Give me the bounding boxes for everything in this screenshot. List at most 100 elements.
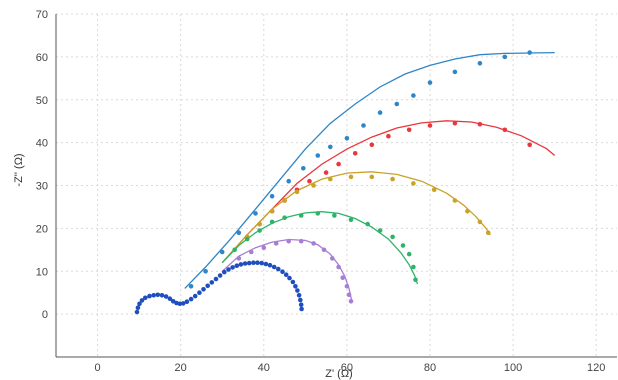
data-point-series-1 [411,93,416,98]
data-point-series-2 [323,170,329,175]
data-point-series-2 [527,142,532,148]
y-tick-label: 60 [36,52,48,64]
data-point-series-2 [369,142,375,148]
data-point-series-6 [251,260,256,266]
data-point-series-3 [465,208,470,214]
fit-line-series-2 [221,120,556,264]
y-tick-label: 40 [36,138,48,150]
data-point-series-6 [222,269,227,275]
data-point-series-6 [290,279,296,285]
data-point-series-1 [203,269,208,274]
data-point-series-6 [267,262,273,268]
data-point-series-6 [167,296,173,302]
data-point-series-4 [298,213,304,218]
data-point-series-6 [295,288,300,293]
data-point-series-5 [340,275,346,281]
data-point-series-4 [365,221,371,227]
fit-line-series-3 [221,171,491,264]
data-point-series-5 [346,292,352,298]
data-point-series-1 [253,211,258,216]
y-tick-label: 0 [42,309,48,321]
y-tick-label: 10 [36,266,48,278]
data-point-series-2 [336,161,341,167]
data-point-series-6 [234,263,240,269]
data-point-series-6 [151,293,156,298]
data-point-series-4 [413,277,418,283]
data-point-series-1 [188,284,194,289]
data-point-series-3 [411,181,416,186]
data-point-series-5 [249,249,254,255]
data-point-series-6 [135,305,141,311]
data-point-series-1 [301,166,306,171]
data-point-series-6 [137,301,142,307]
data-point-series-3 [390,176,395,182]
data-point-series-6 [188,296,194,302]
data-point-series-4 [390,234,395,240]
data-point-series-5 [261,245,267,250]
data-point-series-3 [431,187,437,193]
y-tick-label: 50 [36,95,48,107]
fit-line-series-1 [184,51,555,289]
data-point-series-6 [201,287,206,292]
data-point-series-2 [452,121,458,126]
data-point-series-1 [377,110,383,115]
data-point-series-4 [315,211,321,216]
data-point-series-6 [209,280,215,285]
data-point-series-1 [315,153,321,158]
data-point-series-3 [369,174,375,180]
y-axis-label: -Z'' (Ω) [13,153,25,186]
x-tick-label: 120 [587,362,605,374]
data-point-series-6 [192,293,198,299]
data-point-series-3 [485,230,491,235]
data-point-series-6 [177,301,183,307]
data-point-series-1 [286,178,292,184]
data-point-series-6 [147,293,152,299]
data-point-series-1 [328,144,333,150]
data-point-series-6 [298,302,304,308]
data-point-series-3 [294,189,300,195]
data-point-series-1 [394,101,400,107]
data-point-series-1 [344,136,350,141]
data-point-series-4 [411,264,416,270]
data-point-series-5 [344,284,350,289]
data-point-series-2 [307,178,312,184]
x-tick-labels: 0 20 40 60 80 100 120 [94,362,605,374]
data-point-series-6 [276,266,281,272]
data-point-series-6 [299,306,304,312]
data-point-series-4 [406,251,412,257]
data-point-series-2 [477,121,483,127]
data-point-series-1 [236,230,242,235]
data-point-series-3 [311,183,316,188]
data-point-series-6 [205,283,210,289]
data-point-series-1 [452,69,458,75]
data-point-series-6 [134,309,140,315]
data-point-series-6 [255,260,260,266]
data-point-series-6 [287,275,292,281]
data-point-series-5 [330,256,335,261]
data-point-series-5 [236,256,242,261]
data-point-series-6 [180,301,186,306]
data-point-series-5 [336,264,341,270]
grid [56,13,617,357]
data-point-series-1 [269,193,275,199]
data-point-series-4 [377,228,383,233]
data-point-series-5 [286,238,292,244]
data-point-series-6 [163,294,169,299]
y-tick-label: 70 [36,9,48,21]
data-point-series-1 [219,249,225,255]
data-point-series-1 [527,50,532,55]
data-point-series-4 [244,236,250,242]
data-point-series-6 [197,290,202,296]
data-point-series-3 [452,198,458,203]
data-point-series-4 [257,228,262,233]
data-point-series-3 [348,174,354,180]
y-tick-label: 20 [36,223,48,235]
data-point-series-6 [280,269,285,275]
axes [55,14,617,358]
data-point-series-6 [283,272,289,278]
data-point-series-2 [406,127,412,133]
data-point-series-4 [400,243,406,248]
data-point-series-4 [269,219,275,225]
data-point-series-6 [155,292,161,298]
data-point-series-6 [213,276,219,282]
